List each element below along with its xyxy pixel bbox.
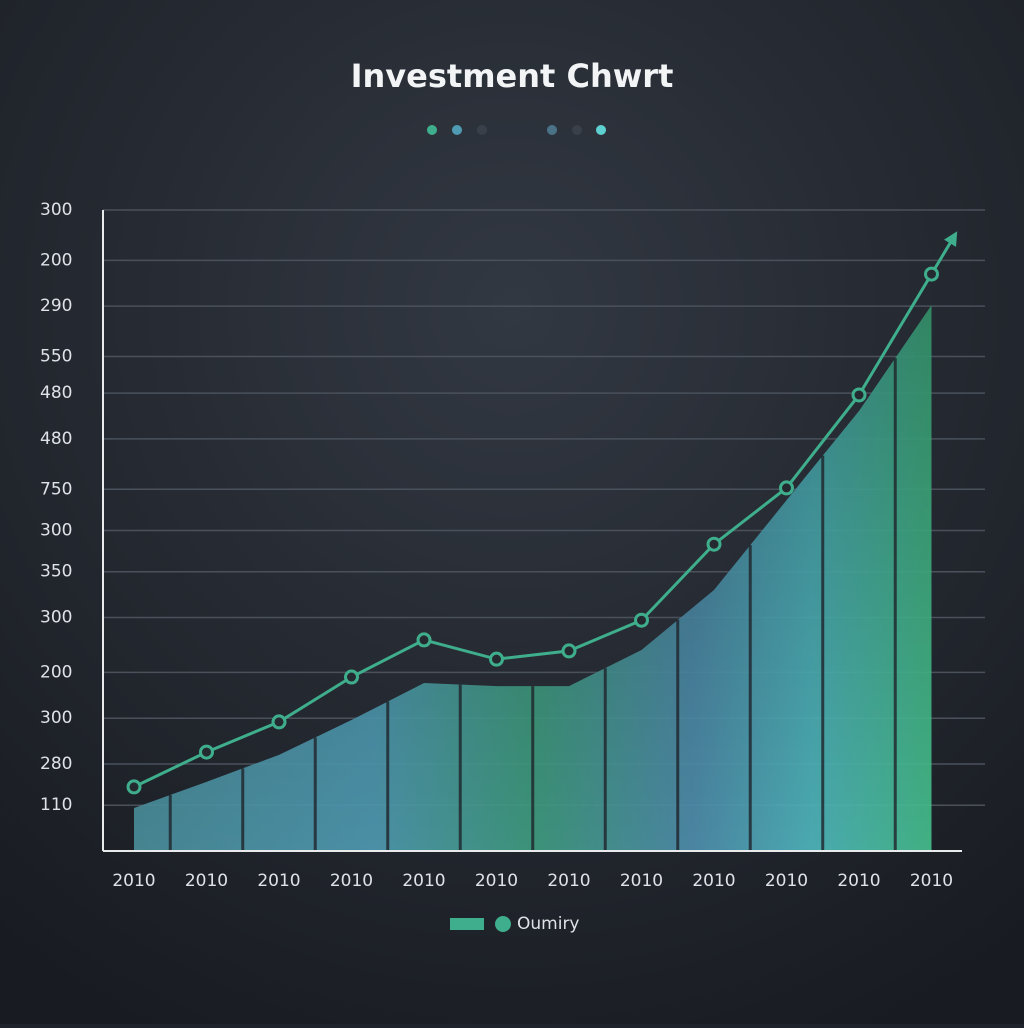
- x-tick-label: 2010: [547, 871, 590, 891]
- y-tick-label: 290: [40, 296, 72, 316]
- line-point: [779, 480, 794, 496]
- x-tick-label: 2010: [475, 871, 518, 891]
- line-point: [489, 651, 504, 667]
- area-shade: [134, 305, 932, 852]
- line-point: [634, 612, 649, 628]
- y-tick-label: 550: [40, 347, 72, 367]
- y-tick-label: 480: [40, 429, 72, 449]
- line-point: [126, 779, 142, 795]
- line-point: [271, 714, 287, 730]
- y-tick-label: 280: [40, 754, 72, 774]
- y-tick-label: 300: [40, 200, 72, 220]
- x-tick-label: 2010: [910, 871, 953, 891]
- x-tick-label: 2010: [330, 871, 373, 891]
- line-point: [706, 536, 722, 552]
- chart-title: Investment Chwrt: [351, 57, 674, 95]
- y-tick-label: 300: [40, 521, 72, 541]
- line-point: [199, 744, 214, 760]
- y-tick-label: 110: [40, 795, 72, 815]
- y-tick-label: 200: [40, 250, 72, 270]
- trend-arrowhead: [944, 231, 958, 247]
- y-tick-label: 750: [40, 479, 72, 499]
- x-tick-label: 2010: [257, 871, 300, 891]
- legend-swatch: [450, 918, 484, 930]
- title-dots: [427, 125, 606, 135]
- y-tick-label: 480: [40, 383, 72, 403]
- x-tick-label: 2010: [692, 871, 735, 891]
- legend-marker: [495, 916, 511, 932]
- x-tick-label: 2010: [765, 871, 808, 891]
- line: [133, 273, 933, 789]
- line-point: [416, 632, 432, 648]
- y-tick-label: 300: [40, 607, 72, 627]
- y-tick-label: 350: [40, 562, 72, 582]
- line-point: [344, 669, 359, 685]
- x-tick-label: 2010: [402, 871, 445, 891]
- y-tick-label: 300: [40, 708, 72, 728]
- x-tick-label: 2010: [112, 871, 155, 891]
- line-point: [851, 387, 867, 403]
- line-point: [561, 643, 577, 659]
- y-tick-label: 200: [40, 662, 72, 682]
- x-tick-label: 2010: [620, 871, 663, 891]
- legend-label: Oumiry: [517, 914, 580, 934]
- x-tick-label: 2010: [185, 871, 228, 891]
- line-point: [924, 266, 939, 282]
- x-tick-label: 2010: [837, 871, 880, 891]
